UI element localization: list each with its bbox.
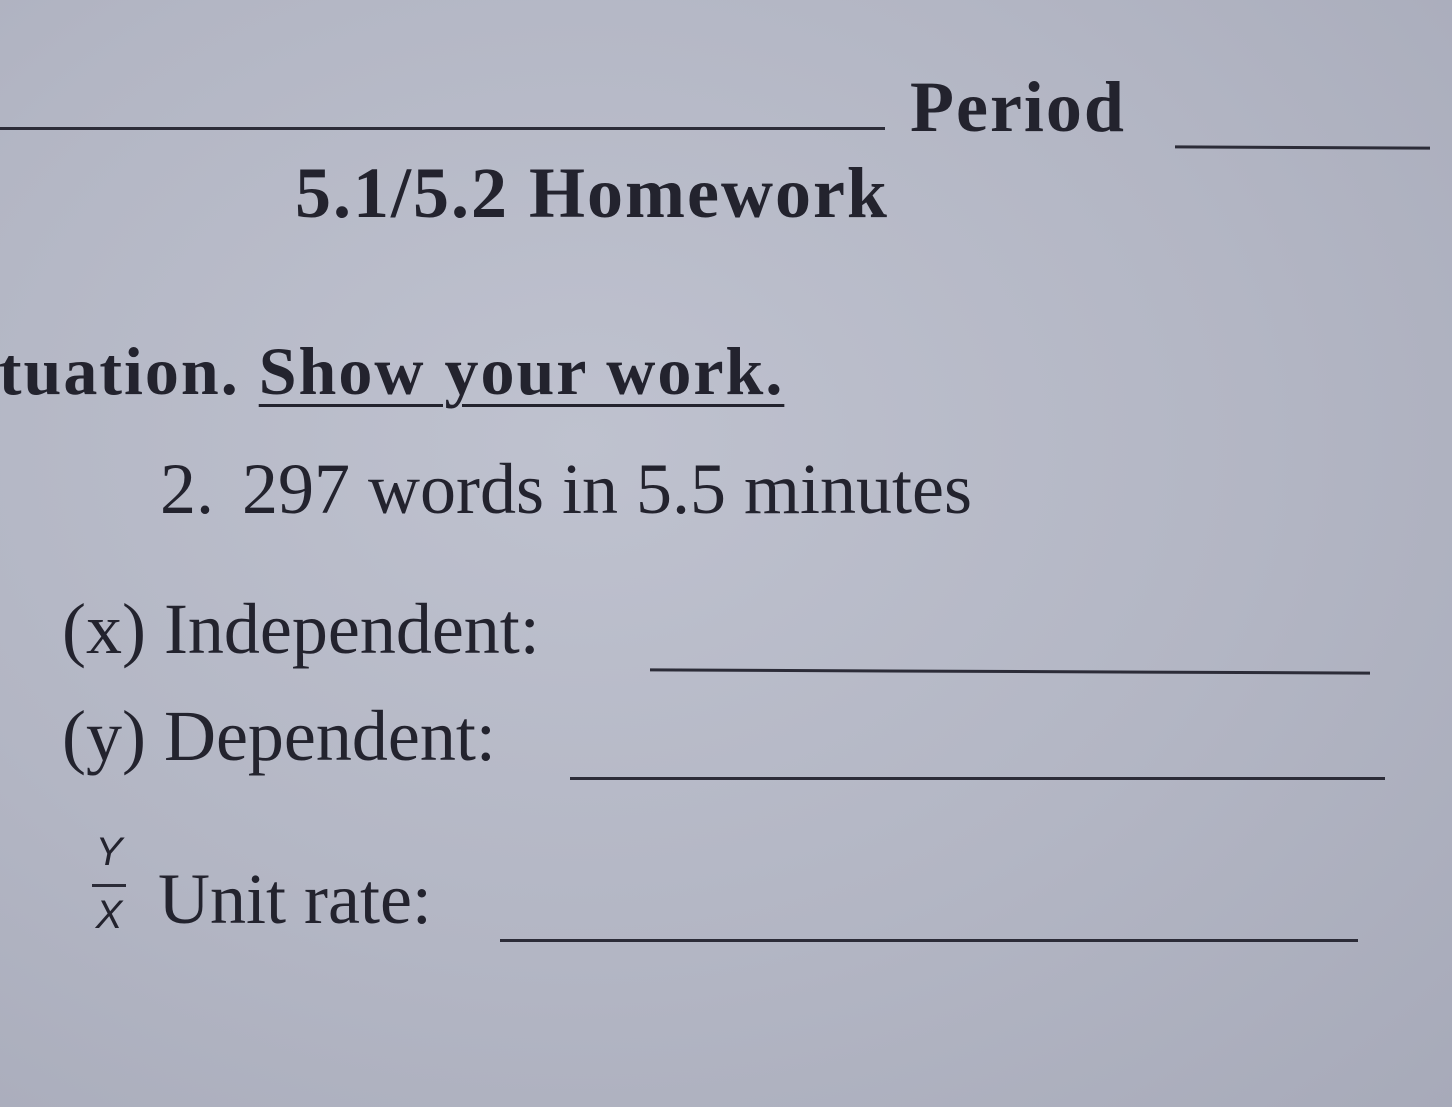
unit-rate-label: Unit rate: <box>158 859 432 939</box>
page-title: 5.1/5.2 Homework <box>295 153 889 233</box>
independent-label: (x) Independent: <box>62 589 540 669</box>
period-label: Period <box>910 67 1126 147</box>
instructions-lead: ituation. <box>0 333 240 409</box>
dependent-label: (y) Dependent: <box>62 696 496 776</box>
problem-statement: 2. 297 words in 5.5 minutes <box>160 448 972 531</box>
problem-number: 2. <box>160 449 214 529</box>
instructions: ituation. Show your work. <box>0 332 784 411</box>
y-over-x-fraction: Y X <box>86 832 132 935</box>
fraction-denominator: X <box>95 893 123 937</box>
fraction-bar <box>92 884 126 887</box>
independent-answer-line[interactable] <box>649 668 1371 675</box>
name-blank-line[interactable] <box>0 127 885 130</box>
unit-rate-answer-line[interactable] <box>500 939 1358 942</box>
fraction-numerator: Y <box>95 830 123 874</box>
instructions-emphasis: Show your work. <box>258 333 785 409</box>
period-blank-line[interactable] <box>1174 145 1431 150</box>
problem-text: 297 words in 5.5 minutes <box>242 449 972 529</box>
dependent-answer-line[interactable] <box>570 777 1385 780</box>
